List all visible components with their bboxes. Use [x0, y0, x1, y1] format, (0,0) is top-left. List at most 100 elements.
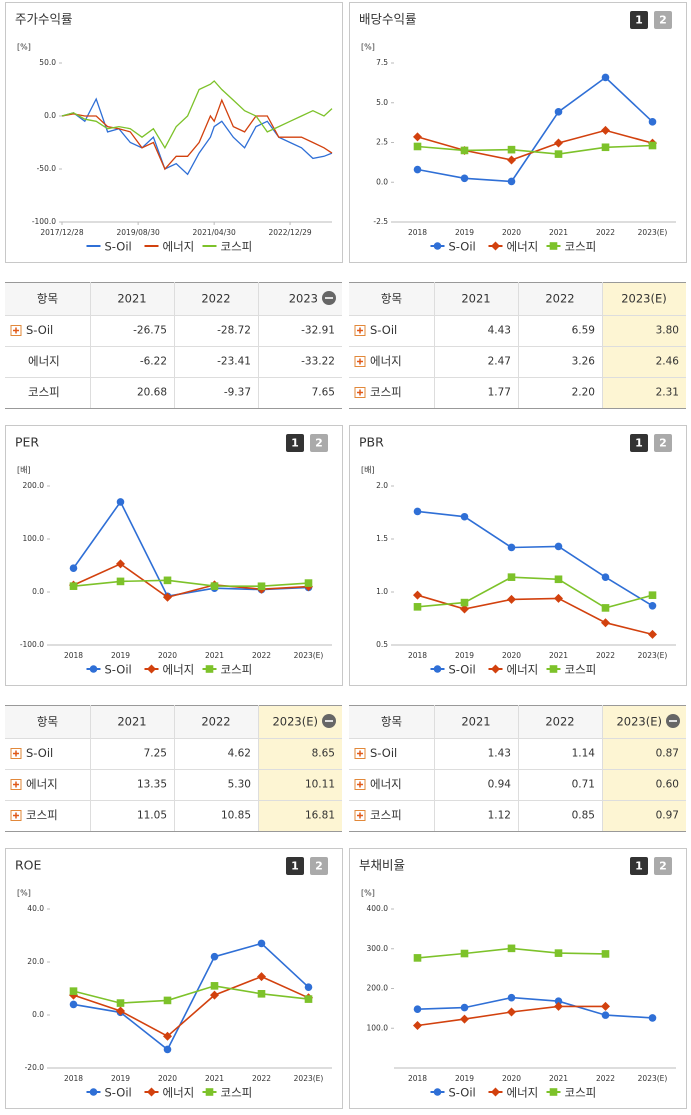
y-tick-label: 1.0	[376, 587, 388, 596]
page-button-label[interactable]: 1	[635, 14, 643, 27]
x-tick-label: 2023(E)	[638, 1074, 668, 1083]
panel-frame	[5, 848, 343, 1109]
point	[554, 575, 563, 584]
x-tick-label: 2018	[64, 1074, 83, 1083]
y-tick-label: 100.0	[23, 534, 45, 543]
page-button[interactable]	[654, 434, 672, 452]
table-cell: 8.65	[312, 748, 335, 760]
table-header-cell: 2021	[461, 715, 490, 729]
point	[491, 241, 500, 251]
page-button-label[interactable]: 2	[315, 860, 323, 873]
point	[554, 108, 563, 116]
x-tick-label: 2022/12/29	[268, 228, 311, 237]
page-button[interactable]	[654, 11, 672, 29]
table-cell: 13.35	[137, 779, 167, 791]
chart-title: ROE	[15, 858, 42, 873]
x-tick-label: 2020	[158, 651, 177, 660]
point	[549, 1088, 558, 1096]
x-tick-label: 2019	[455, 651, 474, 660]
table-cell: 2.46	[656, 356, 680, 368]
page-button-label[interactable]: 1	[291, 437, 299, 450]
y-tick-label: 20.0	[27, 957, 44, 966]
x-tick-label: 2017/12/28	[40, 228, 83, 237]
point	[304, 983, 313, 991]
page-button-label[interactable]: 2	[659, 860, 667, 873]
point	[433, 1088, 442, 1096]
x-tick-label: 2022	[252, 651, 271, 660]
x-tick-label: 2020	[158, 1074, 177, 1083]
point	[304, 579, 313, 587]
table-cell: 6.59	[572, 325, 595, 337]
page-button-label[interactable]: 2	[315, 437, 323, 450]
expand-icon-plus	[13, 750, 19, 757]
page-button-label[interactable]: 1	[635, 860, 643, 873]
legend-label: 코스피	[565, 1086, 597, 1100]
point	[413, 1005, 422, 1013]
y-tick-label: 2.5	[376, 138, 388, 147]
y-tick-label: 200.0	[367, 984, 389, 993]
point	[507, 177, 516, 186]
panel-frame	[5, 2, 343, 263]
y-tick-label: -50.0	[37, 164, 57, 173]
table-cell: -32.91	[301, 325, 335, 337]
legend-label: S-Oil	[105, 663, 132, 677]
table-header-cell: 2023(E)	[621, 292, 667, 306]
page-button[interactable]	[310, 857, 328, 875]
page-button[interactable]	[286, 434, 304, 452]
x-tick-label: 2023(E)	[638, 651, 668, 660]
series-line	[73, 975, 309, 1038]
table-header-cell: 2022	[545, 292, 574, 306]
page-button-label[interactable]: 2	[659, 14, 667, 27]
point	[507, 944, 516, 953]
y-tick-label: 400.0	[367, 904, 389, 913]
table-cell: 0.87	[656, 748, 679, 760]
table-row-label: 코스피	[370, 808, 402, 822]
point	[648, 629, 657, 639]
point	[69, 582, 78, 590]
page-button-label[interactable]: 1	[635, 437, 643, 450]
x-tick-label: 2022	[596, 651, 615, 660]
table-cell: -28.72	[217, 325, 251, 337]
point	[460, 949, 469, 958]
y-tick-label: 100.0	[367, 1023, 389, 1032]
table-header-cell: 2023	[289, 292, 318, 306]
x-tick-label: 2021	[549, 651, 568, 660]
page-button[interactable]	[630, 434, 648, 452]
table-cell: 0.60	[656, 779, 679, 791]
legend-label: 에너지	[163, 240, 195, 254]
point	[554, 1001, 563, 1011]
chart-title: 주가수익률	[15, 12, 73, 27]
page-button-label[interactable]: 1	[291, 860, 299, 873]
table-header-cell: 2022	[545, 715, 574, 729]
table-row-label: S-Oil	[370, 746, 397, 760]
page-button[interactable]	[630, 11, 648, 29]
point	[163, 576, 172, 585]
table-cell: 4.43	[488, 325, 511, 337]
x-tick-label: 2023(E)	[638, 228, 668, 237]
legend-label: 에너지	[507, 663, 539, 677]
x-tick-label: 2018	[408, 1074, 427, 1083]
page-button[interactable]	[310, 434, 328, 452]
page-button[interactable]	[286, 857, 304, 875]
point	[601, 73, 610, 82]
x-tick-label: 2022	[252, 1074, 271, 1083]
point	[601, 618, 610, 628]
point	[507, 543, 516, 552]
page-button[interactable]	[654, 857, 672, 875]
table-header-cell: 항목	[381, 715, 402, 729]
series-line	[417, 510, 653, 607]
point	[89, 665, 98, 673]
x-tick-label: 2021	[205, 1074, 224, 1083]
legend-label: 코스피	[221, 663, 253, 677]
table-cell: 0.71	[572, 779, 595, 791]
page-button-label[interactable]: 2	[659, 437, 667, 450]
x-tick-label: 2018	[64, 651, 83, 660]
x-tick-label: 2018	[408, 228, 427, 237]
point	[648, 1014, 657, 1022]
point	[116, 577, 125, 586]
point	[554, 542, 563, 551]
point	[554, 138, 563, 148]
page-button[interactable]	[630, 857, 648, 875]
y-tick-label: 50.0	[39, 58, 56, 67]
